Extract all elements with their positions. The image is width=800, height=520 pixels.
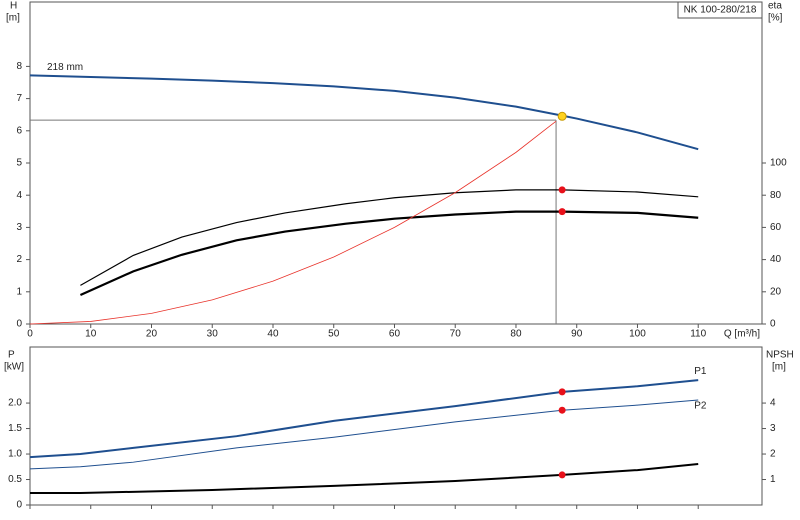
series-label: P1 [694,366,707,377]
y-tick-label: 1.5 [8,423,22,434]
series-line [79,210,699,297]
series-line [29,399,699,470]
y-label: H [10,1,17,12]
series-line [80,189,699,286]
x-tick-label: 0 [27,329,33,340]
y-tick-label: 2 [16,254,22,265]
y2-tick-label: 60 [770,222,782,233]
y-tick-label: 5 [16,158,22,169]
x-label: Q [m³/h] [724,329,760,340]
y2-tick-label: 40 [770,254,782,265]
y2-label: eta [768,1,782,12]
y2-tick-label: 4 [770,398,776,409]
y2-tick-label: 0 [770,319,776,330]
y2-label: NPSH [766,350,794,361]
y2-unit: [%] [768,13,783,24]
y2-tick-label: 1 [770,474,776,485]
y2-tick-label: 3 [770,423,776,434]
marker [558,406,566,414]
series-label: P2 [694,401,707,412]
x-tick-label: 20 [146,329,158,340]
y-tick-label: 6 [16,125,22,136]
y2-tick-label: 80 [770,190,782,201]
y-tick-label: 0 [16,319,22,330]
x-tick-label: 30 [207,329,219,340]
marker [558,186,566,194]
series-line [29,120,557,325]
top-frame [29,1,763,325]
y-unit: [kW] [4,362,24,373]
y2-unit: [m] [772,362,786,373]
y-tick-label: 4 [16,190,22,201]
x-tick-label: 50 [328,329,340,340]
y-tick-label: 1.0 [8,449,22,460]
series-line [29,74,699,151]
x-tick-label: 70 [450,329,462,340]
series-line [30,462,699,495]
marker [558,388,566,396]
bottom-frame [29,346,763,506]
x-tick-label: 100 [629,329,646,340]
x-tick-label: 80 [510,329,522,340]
annotation: 218 mm [47,62,83,73]
series-line [29,379,699,459]
duty-point [557,111,567,121]
x-tick-label: 60 [389,329,401,340]
y-tick-label: 7 [16,93,22,104]
title-box [677,1,763,19]
y-tick-label: 0.5 [8,474,22,485]
y-unit: [m] [6,13,20,24]
x-tick-label: 110 [690,329,706,340]
y-tick-label: 2.0 [8,398,22,409]
x-tick-label: 40 [267,329,279,340]
y2-tick-label: 20 [770,286,782,297]
y-tick-label: 0 [16,500,22,511]
y2-tick-label: 100 [770,158,787,169]
y-tick-label: 8 [16,61,22,72]
marker [558,208,566,216]
y2-tick-label: 2 [770,449,776,460]
y-tick-label: 3 [16,222,22,233]
y-tick-label: 1 [16,286,22,297]
chart-title: NK 100-280/218 [684,5,757,16]
x-tick-label: 10 [85,329,97,340]
y-label: P [8,350,15,361]
x-tick-label: 90 [571,329,583,340]
marker [558,471,566,479]
